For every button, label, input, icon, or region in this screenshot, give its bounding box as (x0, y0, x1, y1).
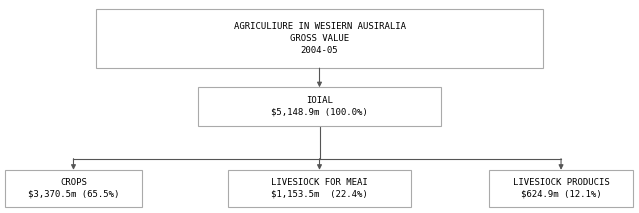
FancyBboxPatch shape (96, 9, 543, 68)
Text: LIVESIOCK PRODUCIS
$624.9m (12.1%): LIVESIOCK PRODUCIS $624.9m (12.1%) (512, 178, 610, 199)
FancyBboxPatch shape (198, 87, 441, 126)
Text: IOIAL
$5,148.9m (100.0%): IOIAL $5,148.9m (100.0%) (271, 96, 368, 117)
FancyBboxPatch shape (229, 170, 411, 207)
Text: AGRICULIURE IN WESIERN AUSIRALIA
GROSS VALUE
2004-05: AGRICULIURE IN WESIERN AUSIRALIA GROSS V… (233, 22, 406, 55)
Text: LIVESIOCK FOR MEAI
$1,153.5m  (22.4%): LIVESIOCK FOR MEAI $1,153.5m (22.4%) (271, 178, 368, 199)
FancyBboxPatch shape (5, 170, 142, 207)
Text: CROPS
$3,370.5m (65.5%): CROPS $3,370.5m (65.5%) (28, 178, 119, 199)
FancyBboxPatch shape (489, 170, 633, 207)
